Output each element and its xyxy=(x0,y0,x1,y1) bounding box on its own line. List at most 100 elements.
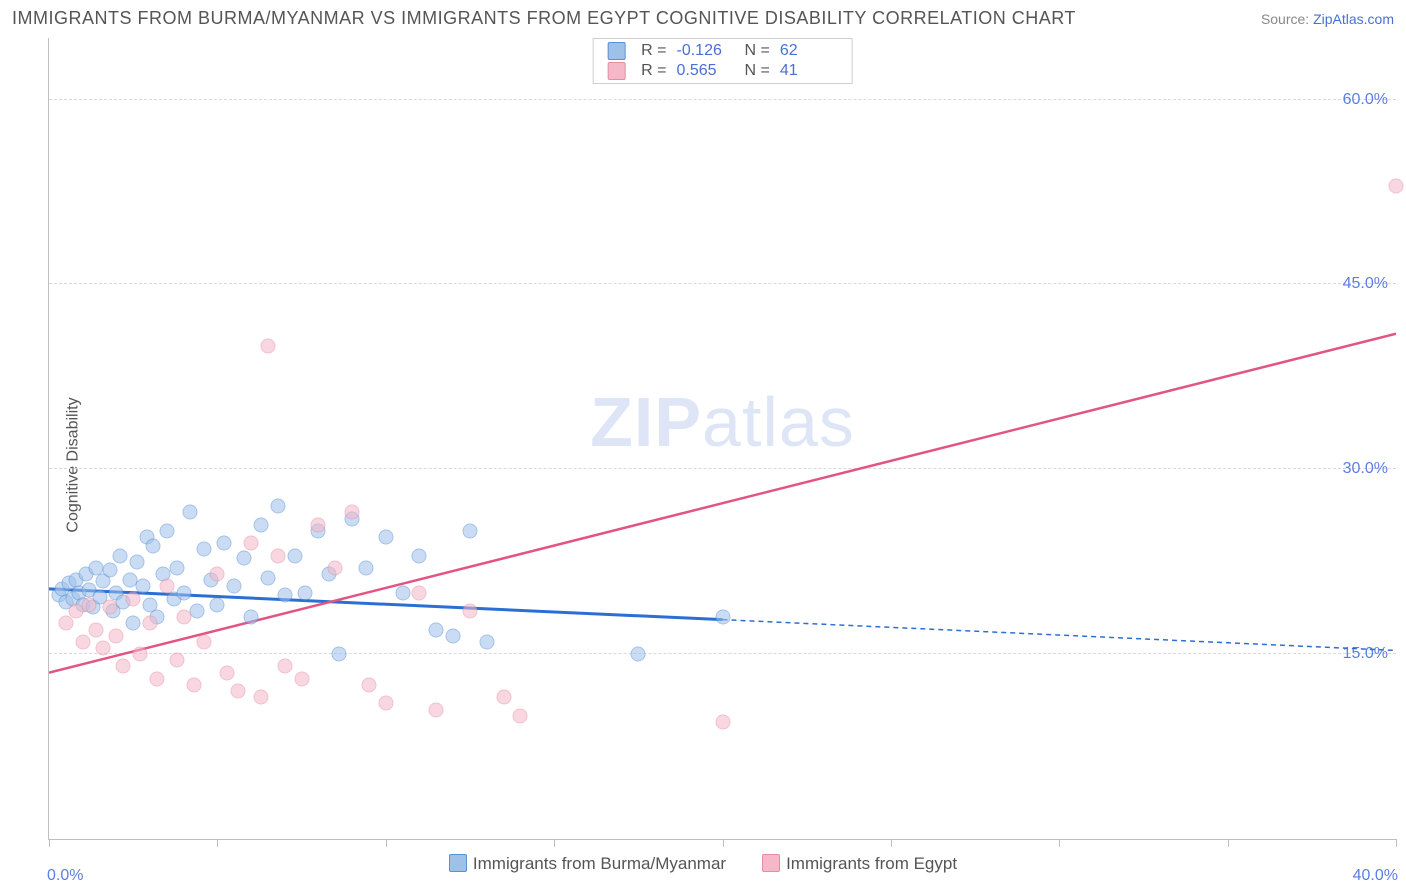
scatter-point xyxy=(102,600,117,615)
source-credit: Source: ZipAtlas.com xyxy=(1261,11,1394,27)
scatter-point xyxy=(217,536,232,551)
scatter-point xyxy=(112,548,127,563)
series-legend: Immigrants from Burma/Myanmar Immigrants … xyxy=(0,854,1406,874)
scatter-point xyxy=(190,604,205,619)
scatter-point xyxy=(244,536,259,551)
scatter-point xyxy=(513,708,528,723)
scatter-point xyxy=(176,610,191,625)
scatter-point xyxy=(287,548,302,563)
scatter-point xyxy=(58,616,73,631)
scatter-point xyxy=(260,339,275,354)
x-tick xyxy=(1059,839,1060,847)
scatter-point xyxy=(220,665,235,680)
x-tick xyxy=(723,839,724,847)
scatter-point xyxy=(129,554,144,569)
scatter-point xyxy=(462,523,477,538)
y-tick-label: 60.0% xyxy=(1343,91,1388,109)
scatter-point xyxy=(378,530,393,545)
scatter-point xyxy=(132,647,147,662)
chart-title: IMMIGRANTS FROM BURMA/MYANMAR VS IMMIGRA… xyxy=(12,8,1076,29)
scatter-point xyxy=(75,634,90,649)
legend-row: R =0.565N =41 xyxy=(593,61,852,81)
scatter-point xyxy=(358,560,373,575)
x-tick xyxy=(891,839,892,847)
legend-item: Immigrants from Burma/Myanmar xyxy=(449,854,726,874)
scatter-point xyxy=(82,597,97,612)
chart-area: Cognitive Disability ZIPatlas R =-0.126N… xyxy=(0,38,1406,892)
scatter-point xyxy=(210,567,225,582)
scatter-point xyxy=(196,634,211,649)
scatter-point xyxy=(186,677,201,692)
scatter-point xyxy=(361,677,376,692)
scatter-point xyxy=(1389,178,1404,193)
scatter-point xyxy=(169,653,184,668)
scatter-point xyxy=(109,628,124,643)
scatter-point xyxy=(102,563,117,578)
scatter-point xyxy=(176,585,191,600)
scatter-point xyxy=(260,570,275,585)
source-link[interactable]: ZipAtlas.com xyxy=(1313,11,1394,27)
scatter-point xyxy=(328,560,343,575)
plot-region: ZIPatlas R =-0.126N =62R =0.565N =41 15.… xyxy=(48,38,1396,840)
scatter-point xyxy=(429,622,444,637)
gridline xyxy=(49,653,1396,654)
y-tick-label: 45.0% xyxy=(1343,275,1388,293)
scatter-point xyxy=(149,671,164,686)
legend-row: R =-0.126N =62 xyxy=(593,41,852,61)
x-tick xyxy=(554,839,555,847)
scatter-point xyxy=(446,628,461,643)
scatter-point xyxy=(631,647,646,662)
scatter-point xyxy=(89,622,104,637)
scatter-point xyxy=(237,551,252,566)
scatter-point xyxy=(254,517,269,532)
scatter-point xyxy=(412,585,427,600)
x-tick xyxy=(386,839,387,847)
scatter-point xyxy=(146,538,161,553)
scatter-point xyxy=(479,634,494,649)
scatter-point xyxy=(136,579,151,594)
x-tick xyxy=(1396,839,1397,847)
watermark: ZIPatlas xyxy=(590,382,855,462)
scatter-point xyxy=(429,702,444,717)
y-tick-label: 30.0% xyxy=(1343,460,1388,478)
scatter-point xyxy=(244,610,259,625)
legend-item: Immigrants from Egypt xyxy=(762,854,957,874)
scatter-point xyxy=(297,585,312,600)
scatter-point xyxy=(277,588,292,603)
scatter-point xyxy=(462,604,477,619)
scatter-point xyxy=(143,616,158,631)
scatter-point xyxy=(196,542,211,557)
x-tick xyxy=(49,839,50,847)
scatter-point xyxy=(311,517,326,532)
scatter-point xyxy=(270,499,285,514)
scatter-point xyxy=(331,647,346,662)
scatter-point xyxy=(116,659,131,674)
scatter-point xyxy=(227,579,242,594)
scatter-point xyxy=(378,696,393,711)
scatter-point xyxy=(159,523,174,538)
scatter-point xyxy=(169,560,184,575)
scatter-point xyxy=(277,659,292,674)
scatter-point xyxy=(230,684,245,699)
scatter-point xyxy=(126,616,141,631)
scatter-point xyxy=(345,505,360,520)
scatter-point xyxy=(254,690,269,705)
scatter-point xyxy=(715,610,730,625)
scatter-point xyxy=(715,714,730,729)
y-tick-label: 15.0% xyxy=(1343,645,1388,663)
scatter-point xyxy=(496,690,511,705)
scatter-point xyxy=(395,585,410,600)
scatter-point xyxy=(95,641,110,656)
gridline xyxy=(49,468,1396,469)
scatter-point xyxy=(270,548,285,563)
scatter-point xyxy=(294,671,309,686)
correlation-legend: R =-0.126N =62R =0.565N =41 xyxy=(592,38,853,84)
scatter-point xyxy=(159,579,174,594)
x-tick xyxy=(1228,839,1229,847)
scatter-point xyxy=(183,505,198,520)
source-prefix: Source: xyxy=(1261,11,1313,27)
gridline xyxy=(49,99,1396,100)
scatter-point xyxy=(210,597,225,612)
scatter-point xyxy=(126,591,141,606)
x-tick xyxy=(217,839,218,847)
